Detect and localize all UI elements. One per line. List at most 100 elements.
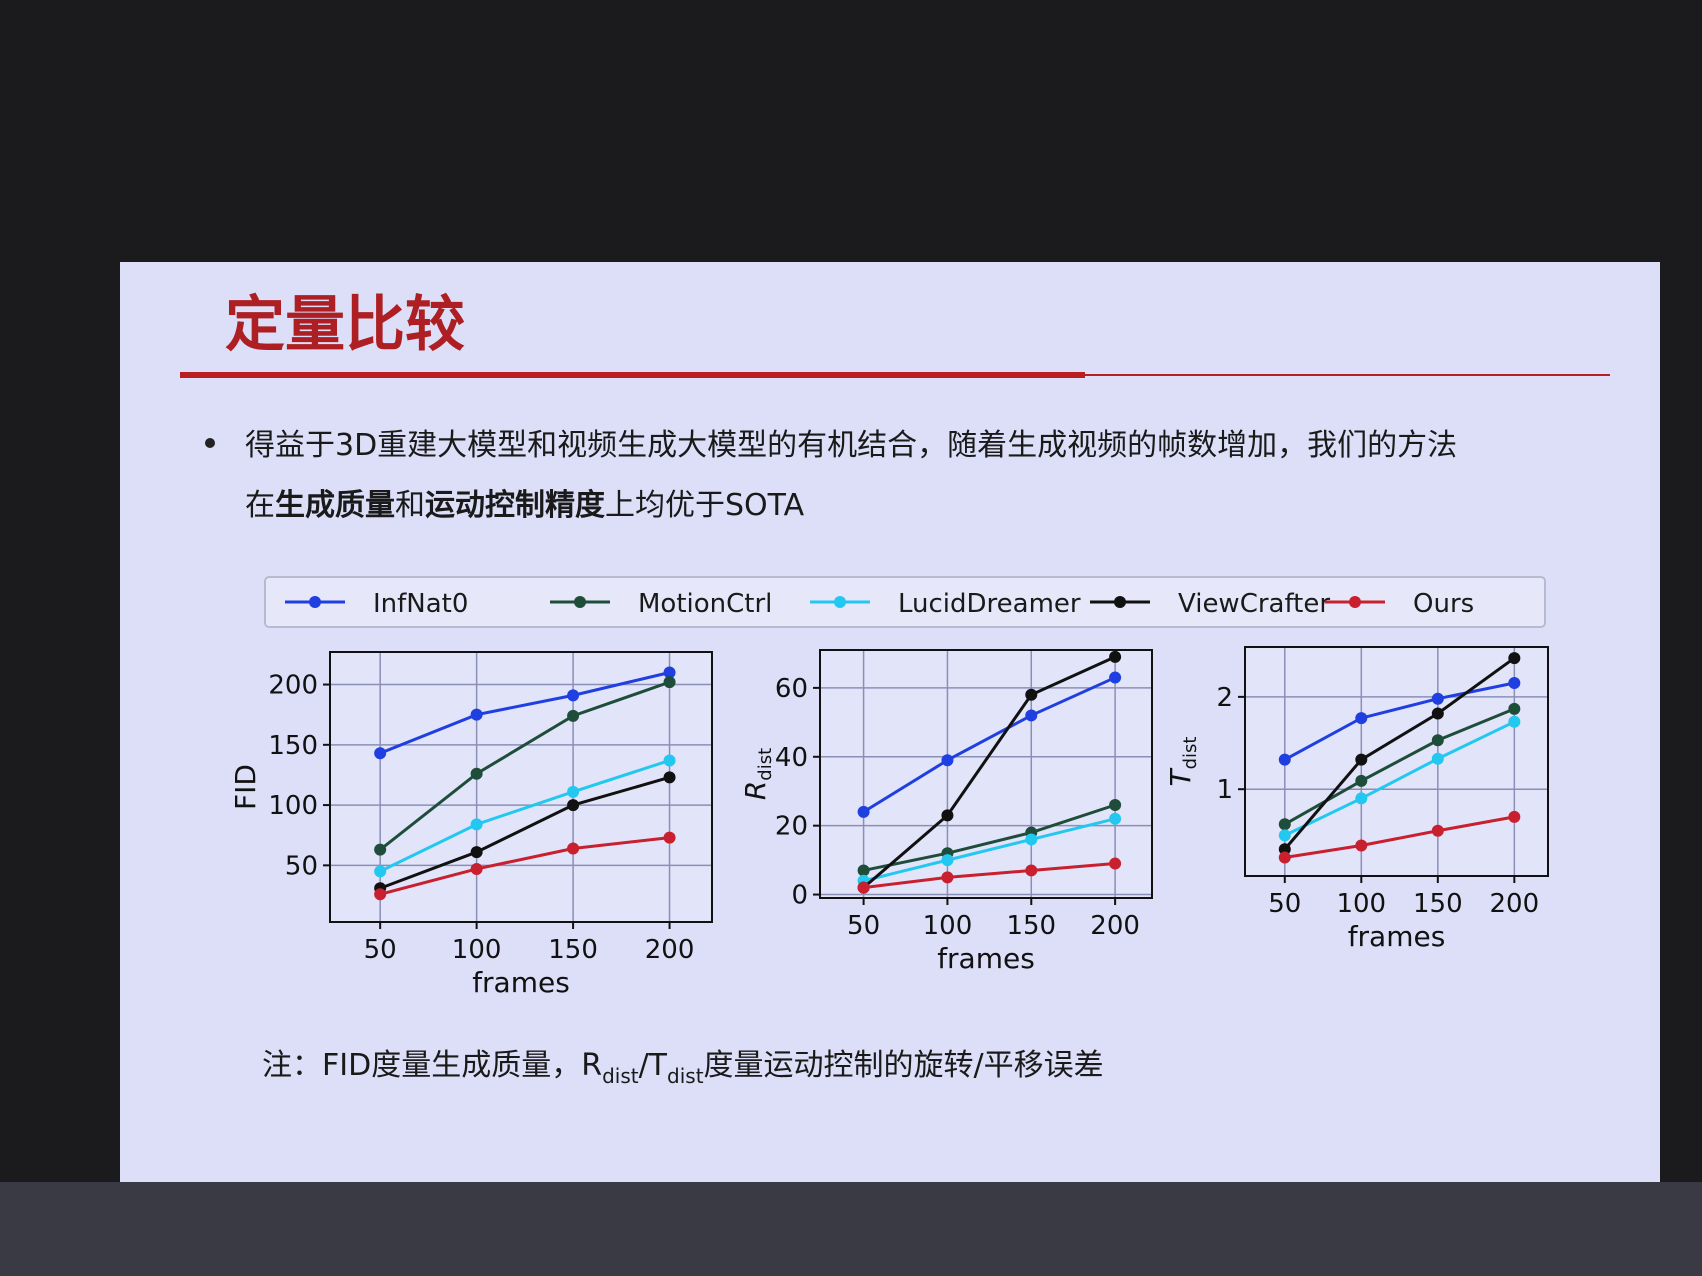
chart: 50 100 150 200 50 100 150 200 frames FID — [229, 651, 713, 999]
y-tick-label: 60 — [775, 674, 808, 704]
bullet-segment: 和 — [395, 488, 425, 523]
x-tick-label: 150 — [548, 935, 598, 965]
data-point — [1025, 709, 1038, 722]
series-line — [1284, 681, 1515, 761]
x-tick-label: 50 — [364, 935, 397, 965]
y-tick-label: 200 — [268, 671, 318, 701]
plot-frame — [1244, 646, 1549, 877]
series-line — [379, 680, 671, 851]
x-tick-label: 150 — [1413, 889, 1463, 919]
y-axis-label-main: FID — [229, 764, 262, 810]
data-point — [1431, 752, 1444, 765]
chart: 1 2 50 100 150 200 frames Tdist — [1164, 646, 1549, 953]
series-line — [1284, 720, 1515, 837]
note-segment: dist — [602, 1064, 639, 1088]
data-point — [374, 888, 387, 901]
series-line — [863, 803, 1116, 872]
data-point — [1025, 864, 1038, 877]
data-point — [1355, 774, 1368, 787]
y-tick-label: 2 — [1216, 683, 1233, 713]
x-tick-label: 100 — [1336, 889, 1386, 919]
y-tick-label: 50 — [285, 851, 318, 881]
data-point — [1508, 810, 1521, 823]
y-axis-label: Rdist — [739, 748, 776, 800]
data-point — [941, 754, 954, 767]
x-tick-label: 200 — [1090, 911, 1140, 941]
data-point — [1278, 829, 1291, 842]
stage — [0, 1182, 1702, 1276]
data-point — [941, 809, 954, 822]
x-tick-label: 150 — [1006, 911, 1056, 941]
data-point — [567, 709, 580, 722]
series-line — [379, 759, 671, 873]
legend-marker — [309, 596, 321, 608]
legend-marker — [834, 596, 846, 608]
bullet-segment: 运动控制精度 — [425, 488, 605, 523]
legend-marker — [574, 596, 586, 608]
series-line — [863, 817, 1116, 883]
data-point — [857, 864, 870, 877]
series-line — [1283, 656, 1516, 851]
data-point — [470, 708, 483, 721]
data-point — [470, 846, 483, 859]
y-tick-label: 0 — [791, 881, 808, 911]
note-segment: /T — [639, 1048, 668, 1083]
data-point — [1431, 707, 1444, 720]
plot-frame — [329, 651, 713, 923]
data-point — [374, 865, 387, 878]
slide-title: 定量比较 — [225, 290, 465, 360]
y-tick-label: 40 — [775, 743, 808, 773]
plot-frame — [819, 649, 1153, 899]
y-axis-label-sub: dist — [755, 748, 776, 781]
y-tick-label: 150 — [268, 731, 318, 761]
data-point — [941, 871, 954, 884]
note-segment: 注：FID度量生成质量，R — [262, 1048, 602, 1083]
data-point — [567, 799, 580, 812]
legend-label: Ours — [1413, 589, 1474, 619]
legend: InfNat0 MotionCtrl LucidDreamer ViewCrafter… — [285, 589, 1474, 619]
data-point — [1109, 799, 1122, 811]
data-point — [1355, 839, 1368, 852]
data-point — [857, 881, 870, 894]
data-point — [567, 785, 580, 798]
data-point — [1109, 650, 1122, 663]
x-tick-label: 50 — [847, 911, 880, 941]
chart: 0 20 40 60 50 100 150 200 frames Rdist — [739, 649, 1153, 975]
data-point — [1025, 688, 1038, 701]
title-rule-thin — [1085, 374, 1610, 376]
data-point — [374, 843, 387, 856]
x-axis-label: frames — [937, 942, 1035, 975]
data-point — [470, 862, 483, 875]
bullet-line: 得益于3D重建大模型和视频生成大模型的有机结合，随着生成视频的帧数增加，我们的方… — [245, 428, 1457, 463]
x-tick-label: 100 — [452, 935, 502, 965]
bullet-line: 在生成质量和运动控制精度上均优于SOTA — [245, 488, 805, 523]
y-axis-label: Tdist — [1164, 737, 1201, 787]
data-point — [663, 754, 676, 767]
x-tick-label: 50 — [1268, 889, 1301, 919]
bullet-segment: 生成质量 — [275, 488, 395, 523]
data-point — [1109, 671, 1122, 684]
x-axis-label: frames — [1348, 920, 1446, 953]
legend-marker — [1349, 596, 1361, 608]
data-point — [1431, 734, 1444, 747]
note: 注：FID度量生成质量，Rdist/Tdist度量运动控制的旋转/平移误差 — [262, 1048, 1104, 1088]
data-point — [663, 666, 676, 679]
data-point — [1278, 851, 1291, 864]
data-point — [374, 747, 387, 760]
y-axis-label-main: T — [1164, 767, 1197, 786]
data-point — [470, 818, 483, 831]
series-line — [862, 676, 1116, 814]
note-segment: dist — [667, 1064, 704, 1088]
data-point — [1025, 833, 1038, 846]
data-point — [1355, 753, 1368, 766]
series-line — [379, 836, 670, 896]
y-tick-label: 1 — [1216, 775, 1233, 805]
bullet-segment: 上均优于SOTA — [605, 488, 805, 523]
x-tick-label: 200 — [645, 935, 695, 965]
data-point — [663, 771, 676, 784]
series-line — [379, 671, 670, 755]
data-point — [567, 842, 580, 855]
bullet-segment: 在 — [245, 488, 275, 523]
data-point — [1508, 715, 1521, 728]
